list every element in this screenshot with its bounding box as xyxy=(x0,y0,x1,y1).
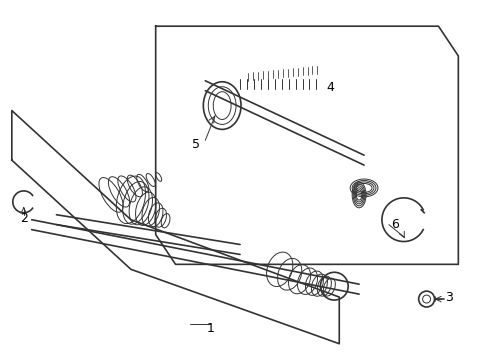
Text: 5: 5 xyxy=(193,138,200,151)
Text: 3: 3 xyxy=(445,291,453,304)
Text: 4: 4 xyxy=(326,81,334,94)
Text: 6: 6 xyxy=(391,218,399,231)
Text: 2: 2 xyxy=(20,212,27,225)
Text: 1: 1 xyxy=(206,322,214,335)
